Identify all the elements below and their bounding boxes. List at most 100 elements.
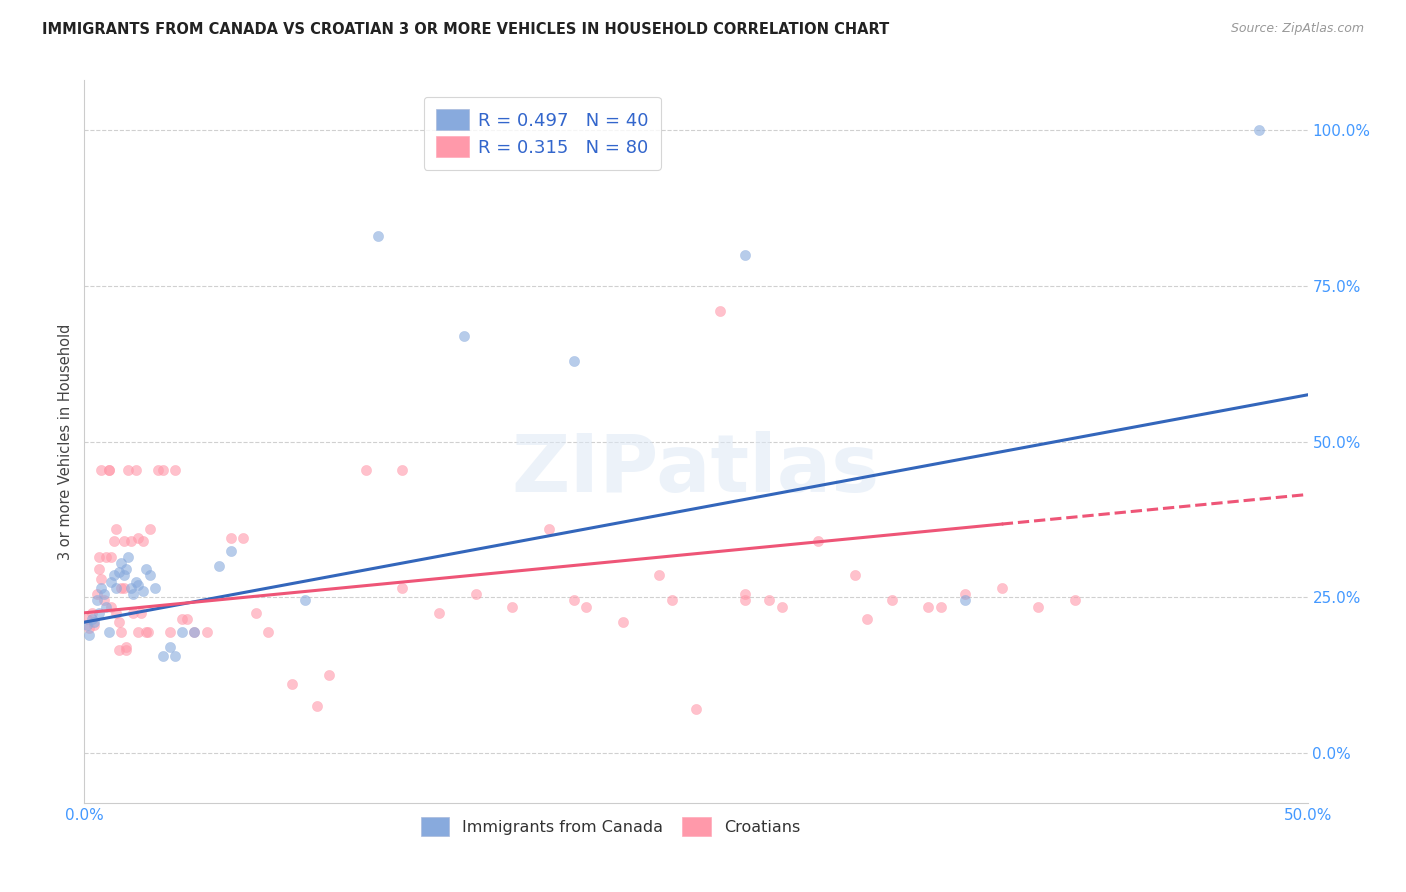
Point: [93, 593, 115, 607]
Text: IMMIGRANTS FROM CANADA VS CROATIAN 3 OR MORE VEHICLES IN HOUSEHOLD CORRELATION C: IMMIGRANTS FROM CANADA VS CROATIAN 3 OR …: [42, 22, 890, 37]
Point: [163, 462, 186, 476]
Point: [612, 615, 634, 630]
Point: [953, 587, 976, 601]
Point: [661, 593, 683, 607]
Point: [90, 572, 112, 586]
Point: [734, 587, 756, 601]
Point: [991, 581, 1014, 595]
Point: [844, 568, 866, 582]
Point: [1247, 123, 1270, 137]
Point: [856, 612, 879, 626]
Point: [354, 462, 377, 476]
Point: [219, 543, 242, 558]
Point: [86, 587, 108, 601]
Point: [132, 584, 155, 599]
Point: [93, 587, 115, 601]
Point: [97, 462, 120, 476]
Point: [107, 566, 129, 580]
Point: [115, 643, 138, 657]
Point: [103, 534, 125, 549]
Point: [562, 353, 585, 368]
Point: [391, 581, 413, 595]
Point: [770, 599, 793, 614]
Point: [105, 581, 128, 595]
Point: [125, 574, 148, 589]
Point: [125, 462, 148, 476]
Point: [90, 462, 112, 476]
Point: [87, 606, 110, 620]
Point: [219, 531, 242, 545]
Point: [648, 568, 671, 582]
Point: [122, 587, 145, 601]
Point: [122, 606, 145, 620]
Point: [110, 581, 132, 595]
Point: [80, 612, 103, 626]
Point: [100, 549, 122, 564]
Point: [112, 568, 135, 582]
Point: [294, 593, 316, 607]
Point: [97, 624, 120, 639]
Text: ZIPatlas: ZIPatlas: [512, 432, 880, 509]
Point: [1064, 593, 1087, 607]
Point: [105, 522, 128, 536]
Point: [100, 599, 122, 614]
Point: [453, 328, 475, 343]
Point: [83, 615, 105, 630]
Point: [172, 624, 194, 639]
Point: [575, 599, 598, 614]
Point: [159, 624, 181, 639]
Point: [110, 624, 132, 639]
Point: [195, 624, 218, 639]
Point: [96, 599, 118, 614]
Point: [136, 624, 159, 639]
Point: [77, 627, 100, 641]
Point: [152, 649, 174, 664]
Point: [77, 621, 100, 635]
Point: [112, 581, 135, 595]
Point: [117, 462, 139, 476]
Point: [120, 534, 142, 549]
Point: [917, 599, 939, 614]
Point: [112, 534, 135, 549]
Point: [80, 606, 103, 620]
Point: [367, 229, 389, 244]
Point: [208, 559, 231, 574]
Point: [103, 568, 125, 582]
Point: [953, 593, 976, 607]
Point: [709, 303, 731, 318]
Point: [152, 462, 174, 476]
Point: [502, 599, 524, 614]
Point: [183, 624, 205, 639]
Point: [159, 640, 181, 654]
Point: [146, 462, 169, 476]
Point: [127, 624, 149, 639]
Point: [929, 599, 952, 614]
Point: [120, 581, 142, 595]
Legend: Immigrants from Canada, Croatians: Immigrants from Canada, Croatians: [411, 808, 810, 846]
Point: [87, 549, 110, 564]
Point: [100, 574, 122, 589]
Y-axis label: 3 or more Vehicles in Household: 3 or more Vehicles in Household: [58, 324, 73, 559]
Point: [176, 612, 198, 626]
Point: [734, 248, 756, 262]
Point: [139, 522, 162, 536]
Point: [107, 615, 129, 630]
Point: [110, 556, 132, 570]
Point: [127, 578, 149, 592]
Point: [127, 531, 149, 545]
Point: [117, 549, 139, 564]
Point: [143, 581, 166, 595]
Point: [163, 649, 186, 664]
Point: [115, 562, 138, 576]
Point: [129, 606, 152, 620]
Point: [281, 677, 304, 691]
Point: [464, 587, 486, 601]
Point: [115, 640, 138, 654]
Point: [232, 531, 254, 545]
Point: [135, 562, 157, 576]
Point: [245, 606, 267, 620]
Point: [139, 568, 162, 582]
Point: [1028, 599, 1050, 614]
Point: [257, 624, 280, 639]
Point: [132, 534, 155, 549]
